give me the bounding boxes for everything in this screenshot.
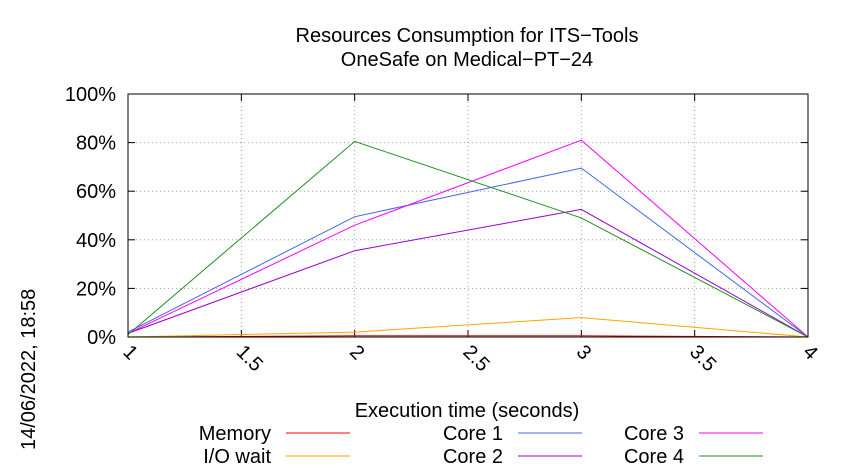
legend-label-memory: Memory — [199, 423, 271, 445]
legend-label-i-o-wait: I/O wait — [203, 446, 271, 468]
chart-title: Resources Consumption for ITS−Tools — [296, 25, 639, 47]
series-lines — [127, 139, 809, 338]
series-line-core-1 — [127, 167, 809, 338]
timestamp: 14/06/2022, 18:58 — [18, 289, 40, 450]
series-line-memory — [127, 335, 809, 338]
y-tick-label: 60% — [76, 181, 116, 203]
x-tick-label: 2.5 — [458, 341, 493, 376]
x-tick-label: 3.5 — [685, 341, 720, 376]
legend-label-core-1: Core 1 — [443, 423, 503, 445]
series-line-i-o-wait — [127, 317, 809, 338]
x-axis-ticks: 1 1.5 2 2.5 3 3.5 4 — [118, 94, 822, 376]
x-tick-label: 1 — [118, 341, 141, 364]
chart-subtitle: OneSafe on Medical−PT−24 — [341, 49, 593, 71]
y-tick-label: 0% — [87, 327, 116, 349]
legend-label-core-3: Core 3 — [624, 423, 684, 445]
legend-label-core-4: Core 4 — [624, 446, 684, 468]
series-line-core-3 — [127, 139, 809, 338]
y-tick-label: 100% — [65, 84, 116, 106]
x-tick-label: 4 — [798, 341, 821, 364]
series-line-core-4 — [127, 140, 809, 338]
plot-frame — [127, 93, 809, 338]
grid-lines — [128, 94, 808, 337]
x-tick-label: 3 — [572, 341, 595, 364]
y-tick-label: 80% — [76, 133, 116, 155]
x-tick-label: 2 — [345, 341, 368, 364]
y-tick-label: 40% — [76, 230, 116, 252]
x-tick-label: 1.5 — [232, 341, 267, 376]
x-axis-label: Execution time (seconds) — [355, 400, 580, 422]
y-tick-label: 20% — [76, 278, 116, 300]
y-axis-ticks: 0% 20% 40% 60% 80% 100% — [65, 84, 808, 349]
legend-label-core-2: Core 2 — [443, 446, 503, 468]
series-line-core-2 — [127, 208, 809, 338]
